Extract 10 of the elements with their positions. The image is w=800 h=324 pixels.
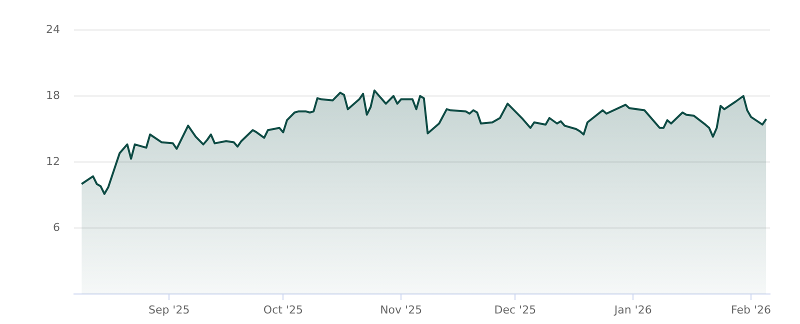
x-tick-label: Dec '25 [494, 303, 536, 316]
y-tick-label: 12 [46, 154, 60, 168]
x-tick-label: Feb '26 [730, 303, 771, 316]
x-tick-label: Jan '26 [613, 303, 652, 316]
y-tick-label: 18 [46, 88, 60, 102]
x-tick-label: Oct '25 [263, 303, 303, 316]
y-tick-label: 6 [53, 220, 60, 234]
x-tick-label: Sep '25 [148, 303, 190, 316]
x-tick-label: Nov '25 [380, 303, 422, 316]
y-tick-label: 24 [46, 22, 60, 36]
